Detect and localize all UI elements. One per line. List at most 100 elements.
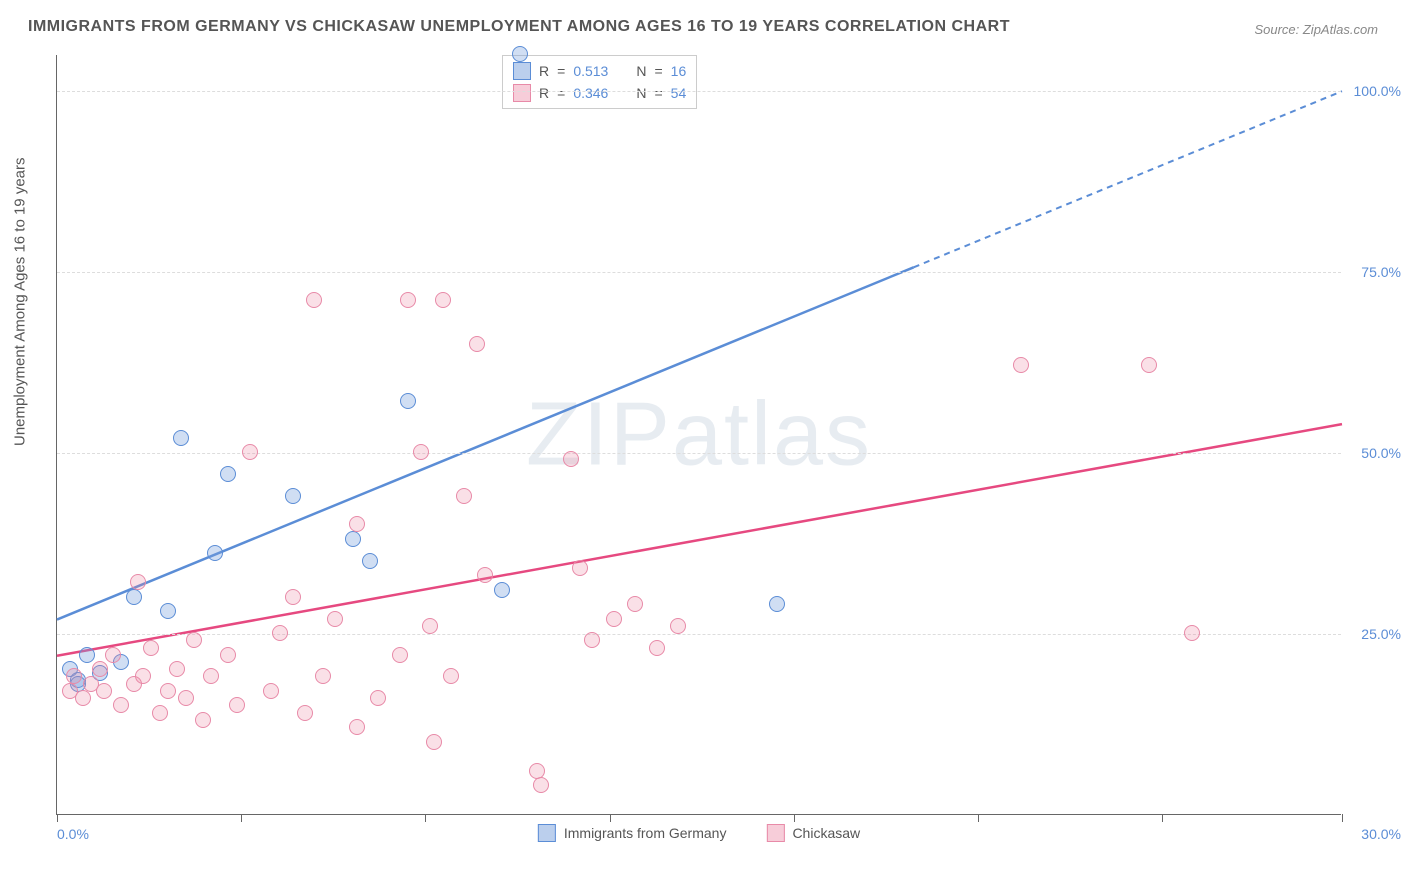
scatter-point [113, 697, 129, 713]
scatter-point [75, 690, 91, 706]
legend-row-chickasaw: R = 0.346 N = 54 [513, 82, 686, 104]
y-tick-label: 25.0% [1346, 626, 1401, 642]
scatter-point [178, 690, 194, 706]
legend-eq: = [654, 63, 662, 79]
legend-series-label: Immigrants from Germany [564, 825, 727, 841]
scatter-point [285, 589, 301, 605]
scatter-point [105, 647, 121, 663]
legend-item-germany: Immigrants from Germany [538, 824, 727, 842]
scatter-point [443, 668, 459, 684]
scatter-point [1184, 625, 1200, 641]
scatter-point [494, 582, 510, 598]
scatter-point [285, 488, 301, 504]
scatter-point [584, 632, 600, 648]
scatter-point [297, 705, 313, 721]
scatter-point [456, 488, 472, 504]
scatter-point [203, 668, 219, 684]
scatter-point [220, 466, 236, 482]
swatch-blue-icon [538, 824, 556, 842]
scatter-point [66, 668, 82, 684]
scatter-point [152, 705, 168, 721]
scatter-point [130, 574, 146, 590]
x-tick [978, 814, 979, 822]
scatter-point [533, 777, 549, 793]
scatter-point [572, 560, 588, 576]
swatch-pink-icon [766, 824, 784, 842]
legend-r-label: R [539, 63, 549, 79]
gridline [57, 272, 1341, 273]
legend-r-value-chickasaw: 0.346 [573, 85, 608, 101]
scatter-point [96, 683, 112, 699]
legend-correlation-box: R = 0.513 N = 16 R = 0.346 N = 54 [502, 55, 697, 109]
x-tick [241, 814, 242, 822]
scatter-point [186, 632, 202, 648]
x-tick [1342, 814, 1343, 822]
scatter-point [207, 545, 223, 561]
scatter-point [469, 336, 485, 352]
scatter-point [229, 697, 245, 713]
scatter-point [563, 451, 579, 467]
scatter-point [195, 712, 211, 728]
legend-r-label: R [539, 85, 549, 101]
gridline [57, 634, 1341, 635]
swatch-blue-icon [513, 62, 531, 80]
scatter-point [160, 603, 176, 619]
x-tick [425, 814, 426, 822]
scatter-point [512, 46, 528, 62]
x-tick [57, 814, 58, 822]
scatter-point [126, 589, 142, 605]
scatter-point [220, 647, 236, 663]
scatter-point [400, 292, 416, 308]
legend-n-label: N [636, 63, 646, 79]
scatter-point [263, 683, 279, 699]
legend-eq: = [557, 85, 565, 101]
scatter-point [362, 553, 378, 569]
y-tick-label: 50.0% [1346, 445, 1401, 461]
scatter-point [627, 596, 643, 612]
legend-eq: = [654, 85, 662, 101]
legend-row-germany: R = 0.513 N = 16 [513, 60, 686, 82]
legend-series-label: Chickasaw [792, 825, 860, 841]
source-attribution: Source: ZipAtlas.com [1254, 22, 1378, 37]
scatter-point [1013, 357, 1029, 373]
scatter-point [606, 611, 622, 627]
scatter-point [649, 640, 665, 656]
plot-area: ZIPatlas R = 0.513 N = 16 R = 0.346 N = … [56, 55, 1341, 815]
chart-title: IMMIGRANTS FROM GERMANY VS CHICKASAW UNE… [28, 18, 1010, 36]
legend-eq: = [557, 63, 565, 79]
gridline [57, 91, 1341, 92]
scatter-point [426, 734, 442, 750]
scatter-point [769, 596, 785, 612]
y-tick-label: 75.0% [1346, 264, 1401, 280]
scatter-point [135, 668, 151, 684]
x-axis-max-label: 30.0% [1361, 826, 1401, 842]
scatter-point [670, 618, 686, 634]
x-tick [1162, 814, 1163, 822]
legend-series: Immigrants from Germany Chickasaw [538, 824, 860, 842]
legend-n-label: N [636, 85, 646, 101]
legend-n-value-germany: 16 [671, 63, 687, 79]
scatter-point [400, 393, 416, 409]
y-axis-label: Unemployment Among Ages 16 to 19 years [12, 157, 29, 446]
scatter-point [92, 661, 108, 677]
scatter-point [413, 444, 429, 460]
scatter-point [349, 516, 365, 532]
legend-item-chickasaw: Chickasaw [766, 824, 860, 842]
x-tick [610, 814, 611, 822]
scatter-point [477, 567, 493, 583]
scatter-point [242, 444, 258, 460]
x-tick [794, 814, 795, 822]
y-tick-label: 100.0% [1346, 83, 1401, 99]
scatter-point [435, 292, 451, 308]
legend-n-value-chickasaw: 54 [671, 85, 687, 101]
scatter-point [349, 719, 365, 735]
scatter-point [315, 668, 331, 684]
x-axis-min-label: 0.0% [57, 826, 89, 842]
scatter-point [173, 430, 189, 446]
legend-r-value-germany: 0.513 [573, 63, 608, 79]
scatter-point [327, 611, 343, 627]
regression-line-extrapolated [914, 91, 1342, 267]
scatter-point [160, 683, 176, 699]
scatter-point [143, 640, 159, 656]
regression-lines-svg [57, 55, 1341, 814]
